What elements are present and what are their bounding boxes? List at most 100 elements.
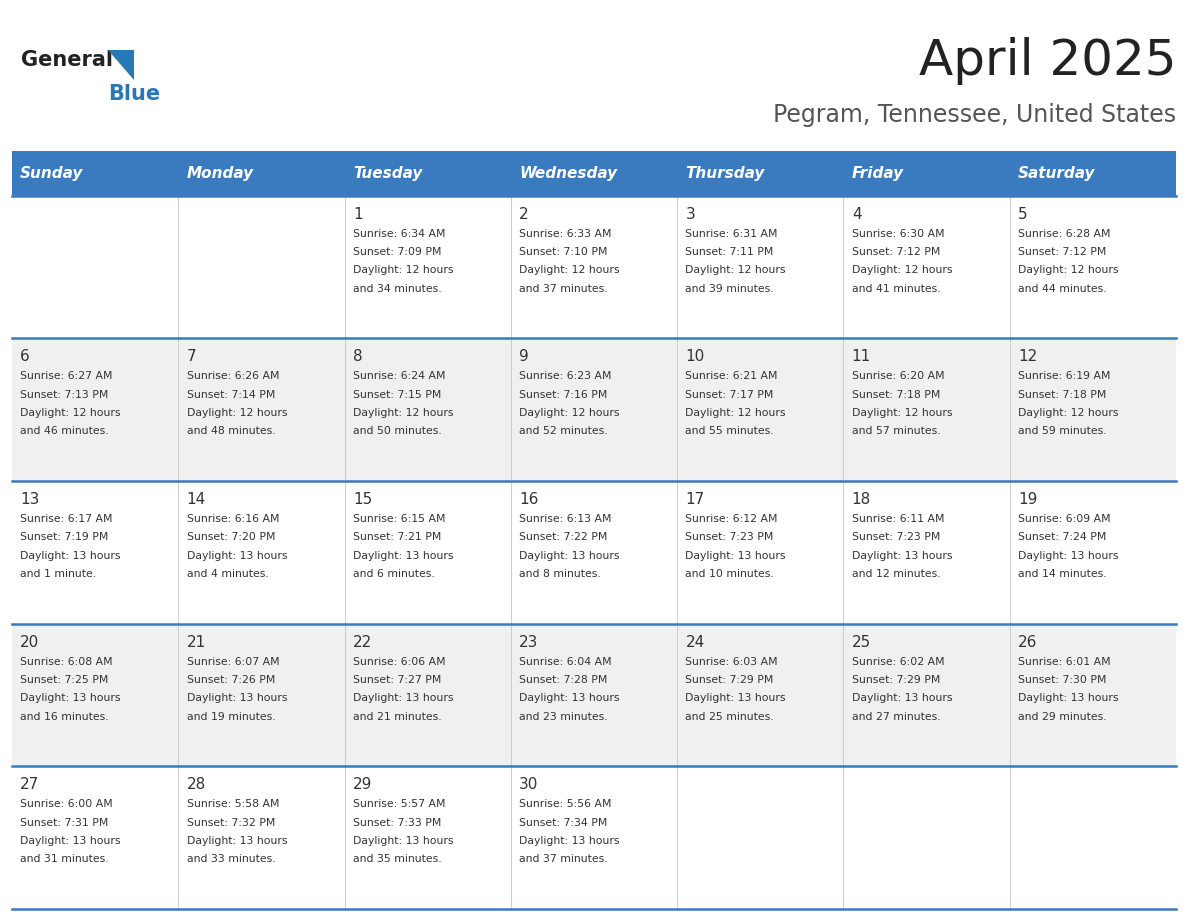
Text: 9: 9 [519,349,529,364]
Text: Pegram, Tennessee, United States: Pegram, Tennessee, United States [773,103,1176,127]
Text: Sunset: 7:18 PM: Sunset: 7:18 PM [1018,389,1106,399]
Text: and 19 minutes.: and 19 minutes. [187,711,276,722]
Text: Sunset: 7:16 PM: Sunset: 7:16 PM [519,389,607,399]
Text: Sunrise: 6:02 AM: Sunrise: 6:02 AM [852,656,944,666]
Text: Sunrise: 6:01 AM: Sunrise: 6:01 AM [1018,656,1111,666]
Text: and 25 minutes.: and 25 minutes. [685,711,775,722]
Text: Daylight: 13 hours: Daylight: 13 hours [685,693,786,703]
Text: Thursday: Thursday [685,166,765,181]
Text: Sunset: 7:22 PM: Sunset: 7:22 PM [519,532,607,543]
Text: Sunrise: 6:17 AM: Sunrise: 6:17 AM [20,514,113,524]
Text: 7: 7 [187,349,196,364]
Text: Sunrise: 6:12 AM: Sunrise: 6:12 AM [685,514,778,524]
Text: and 59 minutes.: and 59 minutes. [1018,426,1107,436]
Text: Sunrise: 5:58 AM: Sunrise: 5:58 AM [187,800,279,809]
Text: Sunset: 7:15 PM: Sunset: 7:15 PM [353,389,441,399]
Text: and 6 minutes.: and 6 minutes. [353,569,435,579]
Text: 4: 4 [852,207,861,221]
Text: Sunrise: 5:57 AM: Sunrise: 5:57 AM [353,800,446,809]
Text: Sunrise: 6:13 AM: Sunrise: 6:13 AM [519,514,612,524]
Text: and 44 minutes.: and 44 minutes. [1018,284,1107,294]
Text: Sunrise: 6:33 AM: Sunrise: 6:33 AM [519,229,612,239]
Text: Sunrise: 6:09 AM: Sunrise: 6:09 AM [1018,514,1111,524]
Text: Sunset: 7:17 PM: Sunset: 7:17 PM [685,389,773,399]
Text: 25: 25 [852,634,871,650]
Text: Sunset: 7:30 PM: Sunset: 7:30 PM [1018,675,1106,685]
Text: Sunrise: 6:08 AM: Sunrise: 6:08 AM [20,656,113,666]
Text: Daylight: 13 hours: Daylight: 13 hours [519,693,620,703]
Text: Sunset: 7:23 PM: Sunset: 7:23 PM [852,532,940,543]
Text: Sunrise: 6:19 AM: Sunrise: 6:19 AM [1018,371,1111,381]
Text: Sunrise: 6:27 AM: Sunrise: 6:27 AM [20,371,113,381]
Bar [345,151,511,196]
Text: and 48 minutes.: and 48 minutes. [187,426,276,436]
Text: Friday: Friday [852,166,904,181]
Text: 17: 17 [685,492,704,507]
Text: Daylight: 12 hours: Daylight: 12 hours [685,265,786,275]
Text: and 46 minutes.: and 46 minutes. [20,426,109,436]
Bar [511,151,677,196]
Text: and 37 minutes.: and 37 minutes. [519,855,608,864]
Text: Monday: Monday [187,166,254,181]
Text: Daylight: 13 hours: Daylight: 13 hours [1018,693,1119,703]
Text: and 1 minute.: and 1 minute. [20,569,96,579]
Text: 5: 5 [1018,207,1028,221]
Text: Sunrise: 6:28 AM: Sunrise: 6:28 AM [1018,229,1111,239]
Text: Sunrise: 6:34 AM: Sunrise: 6:34 AM [353,229,446,239]
Text: Sunset: 7:19 PM: Sunset: 7:19 PM [20,532,108,543]
Text: 29: 29 [353,778,372,792]
Text: Sunrise: 6:31 AM: Sunrise: 6:31 AM [685,229,778,239]
Text: Sunrise: 6:00 AM: Sunrise: 6:00 AM [20,800,113,809]
Text: and 4 minutes.: and 4 minutes. [187,569,268,579]
Text: Daylight: 12 hours: Daylight: 12 hours [353,265,454,275]
Text: and 55 minutes.: and 55 minutes. [685,426,775,436]
Text: and 21 minutes.: and 21 minutes. [353,711,442,722]
Text: Daylight: 13 hours: Daylight: 13 hours [519,836,620,845]
Bar [12,151,178,196]
Text: Sunrise: 6:07 AM: Sunrise: 6:07 AM [187,656,279,666]
Text: 18: 18 [852,492,871,507]
Text: Sunset: 7:34 PM: Sunset: 7:34 PM [519,818,607,827]
Text: Daylight: 13 hours: Daylight: 13 hours [353,551,454,561]
Text: Sunrise: 6:21 AM: Sunrise: 6:21 AM [685,371,778,381]
Text: Daylight: 12 hours: Daylight: 12 hours [1018,265,1119,275]
Text: and 37 minutes.: and 37 minutes. [519,284,608,294]
Text: Sunrise: 6:23 AM: Sunrise: 6:23 AM [519,371,612,381]
Text: Blue: Blue [108,84,160,105]
Text: and 35 minutes.: and 35 minutes. [353,855,442,864]
Text: and 50 minutes.: and 50 minutes. [353,426,442,436]
Text: 22: 22 [353,634,372,650]
Text: Sunset: 7:31 PM: Sunset: 7:31 PM [20,818,108,827]
Text: Sunrise: 6:26 AM: Sunrise: 6:26 AM [187,371,279,381]
Text: Daylight: 13 hours: Daylight: 13 hours [852,693,953,703]
Text: 21: 21 [187,634,206,650]
Text: Daylight: 12 hours: Daylight: 12 hours [852,265,953,275]
Text: Daylight: 13 hours: Daylight: 13 hours [20,693,121,703]
Text: Sunrise: 6:20 AM: Sunrise: 6:20 AM [852,371,944,381]
Text: Sunrise: 6:11 AM: Sunrise: 6:11 AM [852,514,944,524]
Text: 2: 2 [519,207,529,221]
Text: 20: 20 [20,634,39,650]
Text: Sunset: 7:21 PM: Sunset: 7:21 PM [353,532,441,543]
Text: Sunset: 7:12 PM: Sunset: 7:12 PM [852,247,940,257]
Text: General: General [21,50,113,71]
Text: Daylight: 12 hours: Daylight: 12 hours [852,408,953,418]
Text: Sunrise: 6:16 AM: Sunrise: 6:16 AM [187,514,279,524]
Text: Daylight: 13 hours: Daylight: 13 hours [187,836,287,845]
Bar [12,481,1176,623]
Text: Daylight: 13 hours: Daylight: 13 hours [519,551,620,561]
Text: 10: 10 [685,349,704,364]
Text: Daylight: 13 hours: Daylight: 13 hours [20,836,121,845]
Text: 28: 28 [187,778,206,792]
Bar [12,767,1176,909]
Text: Wednesday: Wednesday [519,166,618,181]
Text: and 23 minutes.: and 23 minutes. [519,711,608,722]
Text: Daylight: 12 hours: Daylight: 12 hours [187,408,287,418]
Bar [12,338,1176,481]
Polygon shape [108,50,134,80]
Text: and 31 minutes.: and 31 minutes. [20,855,109,864]
Text: 30: 30 [519,778,538,792]
Text: Daylight: 13 hours: Daylight: 13 hours [852,551,953,561]
Text: Daylight: 13 hours: Daylight: 13 hours [685,551,786,561]
Text: Daylight: 12 hours: Daylight: 12 hours [353,408,454,418]
